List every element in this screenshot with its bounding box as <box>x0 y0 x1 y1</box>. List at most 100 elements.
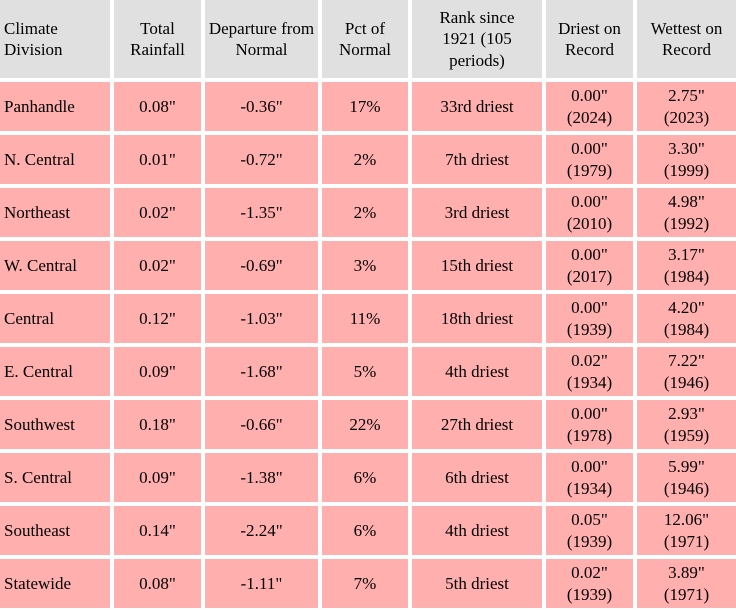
record-year: (1946) <box>663 478 710 498</box>
record-value: 3.17" <box>668 245 705 265</box>
record-year: (1992) <box>663 213 710 233</box>
record-value: 0.00" <box>571 404 608 424</box>
cell-pct-of-normal: 3% <box>322 241 408 290</box>
cell-departure-from-normal: -1.68" <box>205 347 318 396</box>
cell-climate-division: Central <box>0 294 110 343</box>
record-value: 0.02" <box>571 351 608 371</box>
record-year: (1984) <box>663 319 710 339</box>
record-year: (1939) <box>566 319 613 339</box>
record-value: 0.00" <box>571 457 608 477</box>
header-cell-rank: Rank since 1921 (105 periods) <box>412 0 542 78</box>
cell-wettest-on-record: 7.22" (1946) <box>637 347 736 396</box>
cell-pct-of-normal: 2% <box>322 135 408 184</box>
record-year: (2023) <box>663 107 710 127</box>
cell-total-rainfall: 0.09" <box>114 453 201 502</box>
cell-pct-of-normal: 11% <box>322 294 408 343</box>
cell-pct-of-normal: 2% <box>322 188 408 237</box>
cell-climate-division: Southwest <box>0 400 110 449</box>
cell-driest-on-record: 0.00" (2017) <box>546 241 633 290</box>
cell-pct-of-normal: 5% <box>322 347 408 396</box>
cell-rank: 33rd driest <box>412 82 542 131</box>
record-value: 7.22" <box>668 351 705 371</box>
header-cell-departure: Departure from Normal <box>205 0 318 78</box>
record-year: (1939) <box>566 531 613 551</box>
cell-rank: 5th driest <box>412 559 542 608</box>
record-year: (1999) <box>663 160 710 180</box>
cell-wettest-on-record: 4.98" (1992) <box>637 188 736 237</box>
record-value: 2.75" <box>668 86 705 106</box>
cell-departure-from-normal: -1.03" <box>205 294 318 343</box>
cell-rank: 4th driest <box>412 506 542 555</box>
cell-wettest-on-record: 2.75" (2023) <box>637 82 736 131</box>
record-value: 0.00" <box>571 298 608 318</box>
record-year: (1939) <box>566 584 613 604</box>
cell-driest-on-record: 0.00" (2024) <box>546 82 633 131</box>
cell-driest-on-record: 0.00" (1978) <box>546 400 633 449</box>
cell-total-rainfall: 0.14" <box>114 506 201 555</box>
record-year: (2010) <box>566 213 613 233</box>
header-cell-driest-on-record: Driest on Record <box>546 0 633 78</box>
record-value: 2.93" <box>668 404 705 424</box>
cell-driest-on-record: 0.00" (1939) <box>546 294 633 343</box>
record-year: (1934) <box>566 478 613 498</box>
cell-driest-on-record: 0.00" (2010) <box>546 188 633 237</box>
cell-wettest-on-record: 3.30" (1999) <box>637 135 736 184</box>
cell-wettest-on-record: 5.99" (1946) <box>637 453 736 502</box>
header-cell-total-rainfall: Total Rainfall <box>114 0 201 78</box>
cell-driest-on-record: 0.02" (1939) <box>546 559 633 608</box>
record-year: (1971) <box>663 531 710 551</box>
record-year: (2024) <box>566 107 613 127</box>
cell-pct-of-normal: 6% <box>322 506 408 555</box>
cell-climate-division: Southeast <box>0 506 110 555</box>
cell-rank: 15th driest <box>412 241 542 290</box>
cell-climate-division: E. Central <box>0 347 110 396</box>
record-year: (2017) <box>566 266 613 286</box>
record-value: 3.89" <box>668 563 705 583</box>
record-year: (1978) <box>566 425 613 445</box>
record-value: 4.98" <box>668 192 705 212</box>
cell-rank: 4th driest <box>412 347 542 396</box>
cell-climate-division: Statewide <box>0 559 110 608</box>
cell-total-rainfall: 0.08" <box>114 82 201 131</box>
cell-wettest-on-record: 12.06" (1971) <box>637 506 736 555</box>
record-year: (1979) <box>566 160 613 180</box>
record-year: (1934) <box>566 372 613 392</box>
header-cell-climate-division: Climate Division <box>0 0 110 78</box>
cell-pct-of-normal: 6% <box>322 453 408 502</box>
record-value: 0.00" <box>571 192 608 212</box>
cell-driest-on-record: 0.00" (1979) <box>546 135 633 184</box>
cell-departure-from-normal: -1.38" <box>205 453 318 502</box>
cell-wettest-on-record: 3.17" (1984) <box>637 241 736 290</box>
cell-wettest-on-record: 4.20" (1984) <box>637 294 736 343</box>
cell-climate-division: S. Central <box>0 453 110 502</box>
record-value: 5.99" <box>668 457 705 477</box>
record-value: 0.00" <box>571 86 608 106</box>
record-value: 4.20" <box>668 298 705 318</box>
record-value: 0.00" <box>571 139 608 159</box>
cell-rank: 18th driest <box>412 294 542 343</box>
cell-rank: 27th driest <box>412 400 542 449</box>
cell-departure-from-normal: -0.69" <box>205 241 318 290</box>
cell-departure-from-normal: -0.36" <box>205 82 318 131</box>
record-year: (1984) <box>663 266 710 286</box>
cell-wettest-on-record: 3.89" (1971) <box>637 559 736 608</box>
cell-total-rainfall: 0.09" <box>114 347 201 396</box>
cell-rank: 6th driest <box>412 453 542 502</box>
cell-total-rainfall: 0.08" <box>114 559 201 608</box>
record-year: (1946) <box>663 372 710 392</box>
record-value: 0.02" <box>571 563 608 583</box>
cell-wettest-on-record: 2.93" (1959) <box>637 400 736 449</box>
record-value: 0.05" <box>571 510 608 530</box>
cell-climate-division: N. Central <box>0 135 110 184</box>
header-cell-pct-of-normal: Pct of Normal <box>322 0 408 78</box>
cell-departure-from-normal: -1.35" <box>205 188 318 237</box>
record-value: 12.06" <box>663 510 710 530</box>
record-year: (1971) <box>663 584 710 604</box>
cell-departure-from-normal: -0.72" <box>205 135 318 184</box>
cell-driest-on-record: 0.02" (1934) <box>546 347 633 396</box>
cell-departure-from-normal: -1.11" <box>205 559 318 608</box>
cell-total-rainfall: 0.18" <box>114 400 201 449</box>
record-value: 0.00" <box>571 245 608 265</box>
cell-driest-on-record: 0.00" (1934) <box>546 453 633 502</box>
